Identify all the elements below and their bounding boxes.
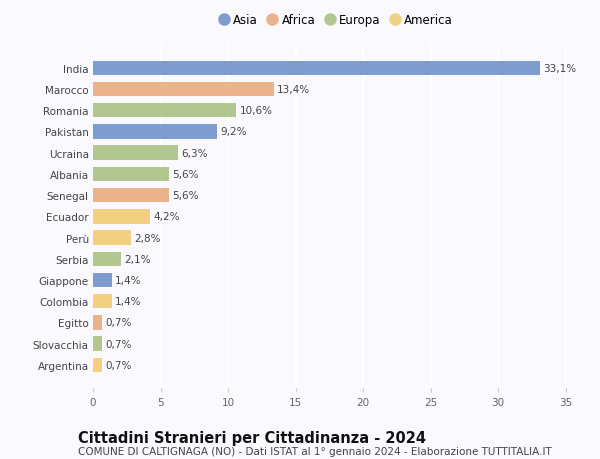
Text: 6,3%: 6,3%	[181, 148, 208, 158]
Bar	[93, 83, 274, 97]
Bar	[93, 231, 131, 245]
Bar	[93, 358, 103, 372]
Text: 10,6%: 10,6%	[239, 106, 272, 116]
Text: COMUNE DI CALTIGNAGA (NO) - Dati ISTAT al 1° gennaio 2024 - Elaborazione TUTTITA: COMUNE DI CALTIGNAGA (NO) - Dati ISTAT a…	[78, 446, 552, 456]
Text: 2,1%: 2,1%	[125, 254, 151, 264]
Text: 9,2%: 9,2%	[221, 127, 247, 137]
Bar	[93, 189, 169, 203]
Text: 1,4%: 1,4%	[115, 275, 142, 285]
Text: 2,8%: 2,8%	[134, 233, 161, 243]
Text: 0,7%: 0,7%	[106, 318, 132, 328]
Bar	[93, 125, 217, 140]
Bar	[93, 104, 236, 118]
Bar	[93, 168, 169, 182]
Bar	[93, 252, 121, 266]
Text: Cittadini Stranieri per Cittadinanza - 2024: Cittadini Stranieri per Cittadinanza - 2…	[78, 431, 426, 446]
Text: 1,4%: 1,4%	[115, 297, 142, 307]
Text: 0,7%: 0,7%	[106, 360, 132, 370]
Bar	[93, 273, 112, 288]
Bar	[93, 210, 150, 224]
Text: 5,6%: 5,6%	[172, 169, 199, 179]
Bar	[93, 315, 103, 330]
Bar	[93, 294, 112, 309]
Text: 4,2%: 4,2%	[153, 212, 179, 222]
Text: 5,6%: 5,6%	[172, 190, 199, 201]
Bar	[93, 62, 540, 76]
Text: 33,1%: 33,1%	[543, 64, 577, 73]
Bar	[93, 146, 178, 161]
Text: 13,4%: 13,4%	[277, 85, 310, 95]
Legend: Asia, Africa, Europa, America: Asia, Africa, Europa, America	[219, 14, 453, 27]
Bar	[93, 337, 103, 351]
Text: 0,7%: 0,7%	[106, 339, 132, 349]
